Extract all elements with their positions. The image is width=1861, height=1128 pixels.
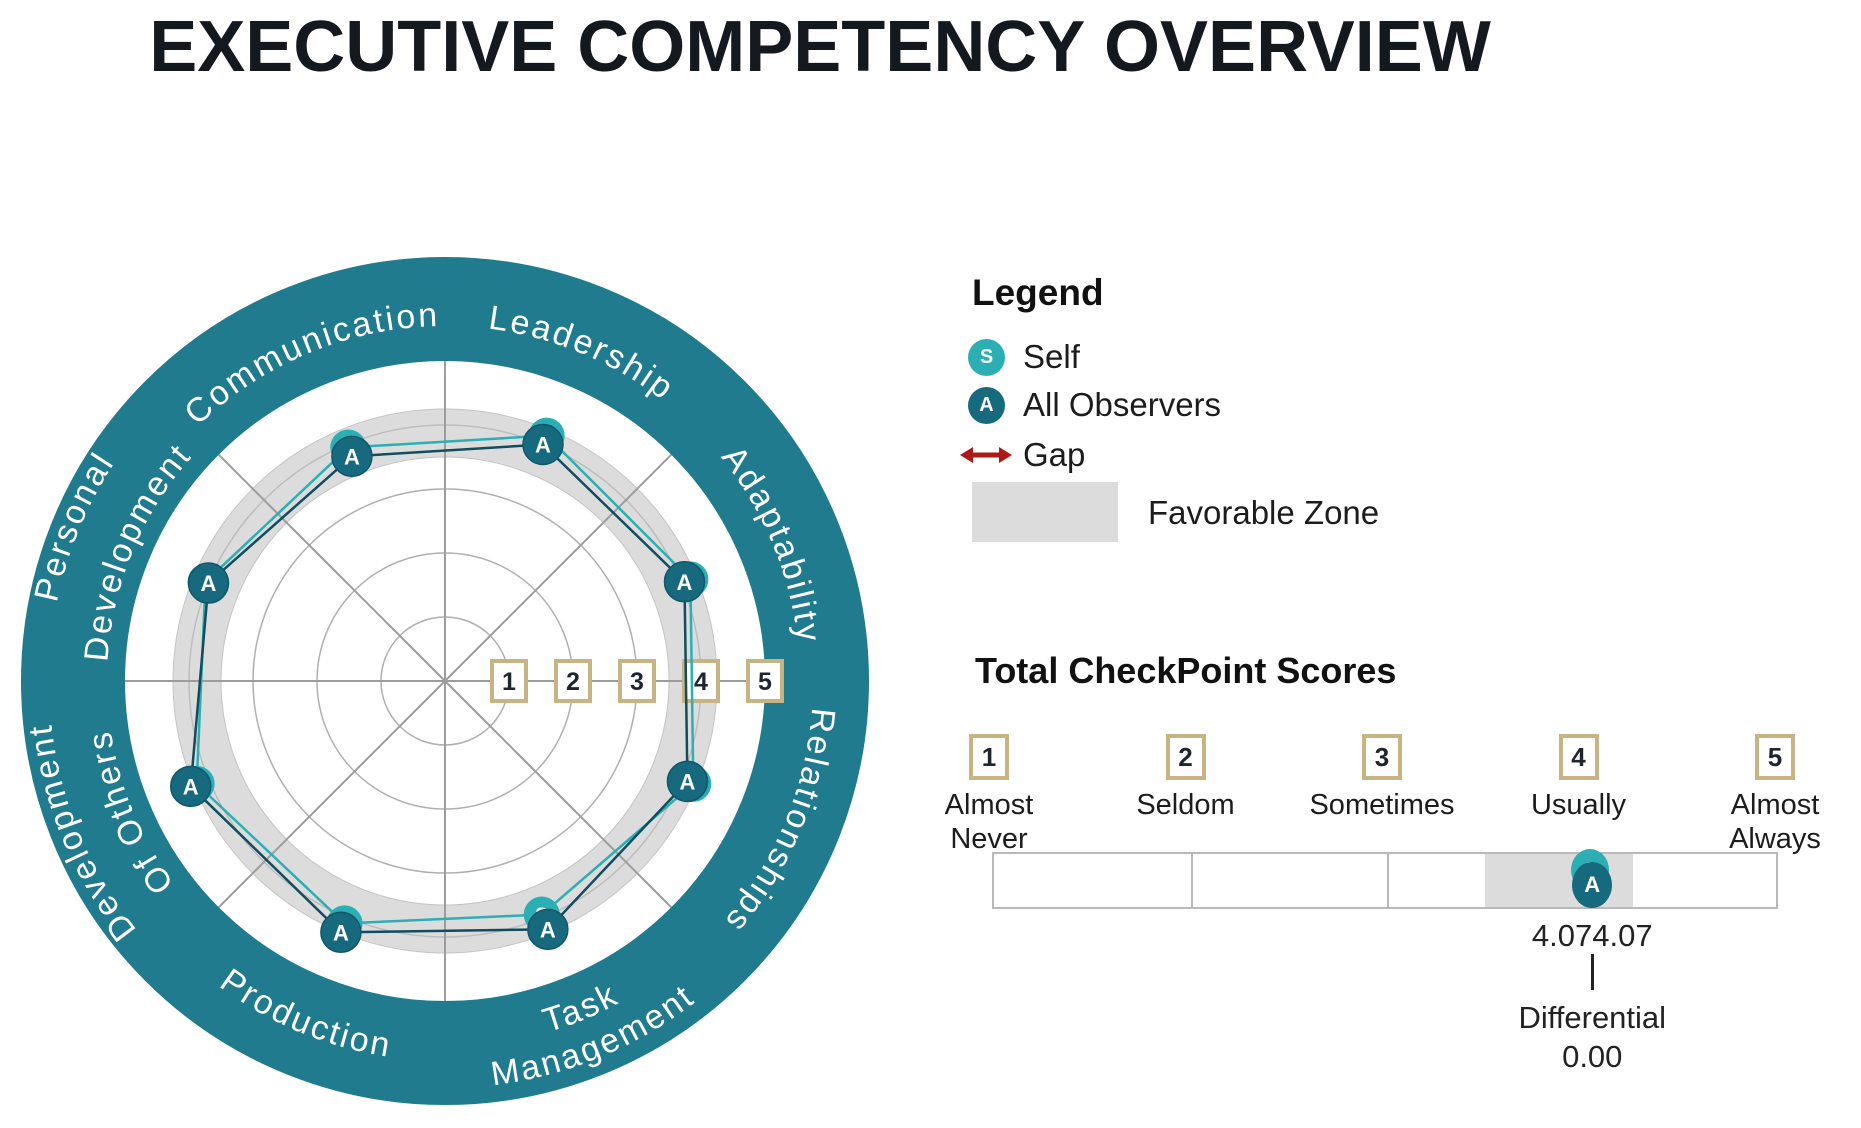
observers-marker-adaptability [663, 561, 706, 603]
legend-item-observers: A All Observers [968, 384, 1221, 426]
observers-score-value: 4.07 [1592, 918, 1653, 953]
radar-scale-box-label-4: 4 [694, 668, 708, 696]
observers-marker-relationships [666, 760, 709, 803]
checkpoint-tick-label-4: Usually [1489, 788, 1669, 822]
tick-label-line: Never [950, 823, 1028, 855]
radar-spoke-135 [218, 454, 446, 682]
radar-scale-box-1 [490, 659, 528, 703]
observers-marker-task-management [527, 908, 569, 951]
checkpoint-tick-box-4: 4 [1558, 734, 1599, 780]
tick-label-line: Sometimes [1309, 789, 1455, 821]
observers-marker-leadership [522, 423, 564, 466]
checkpoint-tick-label-2: Seldom [1096, 788, 1276, 822]
legend-item-gap: Gap [960, 434, 1086, 476]
radar-chart: Adaptability Leadership Communication Perso… [0, 238, 900, 1123]
radar-scale-box-3 [618, 659, 656, 703]
checkpoint-tick-box-2: 2 [1165, 734, 1206, 780]
tick-label-line: Always [1729, 823, 1821, 855]
radar-scale-box-label-1: 1 [502, 668, 516, 696]
checkpoint-divider-3 [1387, 854, 1389, 907]
self-marker-icon: S [968, 338, 1005, 376]
checkpoint-tick-box-5: 5 [1755, 734, 1795, 780]
checkpoint-divider-2 [1190, 854, 1193, 907]
radar-scale-box-label-5: 5 [758, 668, 772, 696]
marker-letter: A [540, 917, 556, 942]
checkpoint-bar [992, 852, 1778, 909]
legend-heading: Legend [972, 272, 1104, 313]
checkpoint-heading: Total CheckPoint Scores [975, 650, 1397, 691]
radar-scale-box-2 [554, 659, 592, 703]
checkpoint-tick-label-5: Almost Always [1685, 788, 1861, 856]
radar-outer-ring [21, 257, 869, 1105]
radar-spoke-225 [218, 680, 446, 908]
legend-label-gap: Gap [1023, 436, 1086, 473]
checkpoint-tick-label-3: Sometimes [1292, 788, 1472, 822]
observers-marker-production [320, 911, 362, 954]
legend-label-observers: All Observers [1023, 386, 1222, 423]
radar-spoke-315 [444, 680, 672, 908]
legend-item-self: S Self [968, 336, 1080, 378]
observers-marker-personal-development [187, 562, 230, 604]
gap-arrow-icon [960, 447, 1012, 463]
marker-letter: A [183, 774, 199, 799]
observers-marker-development-of-others [169, 765, 212, 808]
tick-label-line: Seldom [1136, 789, 1235, 821]
checkpoint-tick-box-3: 3 [1362, 734, 1402, 780]
observers-marker-communication [331, 435, 373, 478]
radar-spoke-45 [444, 454, 672, 682]
legend-label-favorable-zone: Favorable Zone [1148, 494, 1380, 531]
tick-label-line: Almost [1730, 789, 1820, 821]
checkpoint-tick-label-1: Almost Never [899, 788, 1079, 856]
marker-letter: A [679, 769, 695, 794]
radar-scale-box-5 [746, 659, 784, 703]
differential-value: 0.00 [1562, 1039, 1623, 1074]
legend-label-self: Self [1023, 338, 1080, 375]
tick-label-line: Usually [1530, 789, 1627, 821]
radar-scale-box-label-2: 2 [566, 668, 580, 696]
differential-word: Differential [1518, 1000, 1667, 1035]
radar-svg: AdaptabilityLeadershipCommunicationPerso… [21, 257, 869, 1105]
differential-callout-line [1591, 954, 1595, 990]
favorable-zone-swatch [972, 482, 1118, 542]
observers-marker-icon: A [968, 386, 1005, 424]
marker-letter: A [201, 571, 217, 596]
radar-scale-box-4 [682, 659, 720, 703]
tick-label-line: Almost [944, 789, 1034, 821]
differential-label: Differential 0.00 [1432, 998, 1752, 1076]
checkpoint-observers-marker: A [1572, 862, 1613, 908]
marker-letter: A [344, 444, 360, 469]
marker-letter: A [535, 432, 551, 457]
radar-scale-box-label-3: 3 [630, 668, 644, 696]
checkpoint-score-values: 4.074.07 [1432, 918, 1752, 954]
marker-letter: A [677, 570, 693, 595]
self-score-value: 4.07 [1531, 918, 1593, 953]
marker-letter: A [333, 920, 349, 945]
checkpoint-tick-box-1: 1 [969, 734, 1009, 780]
page-title: EXECUTIVE COMPETENCY OVERVIEW [149, 7, 1491, 87]
